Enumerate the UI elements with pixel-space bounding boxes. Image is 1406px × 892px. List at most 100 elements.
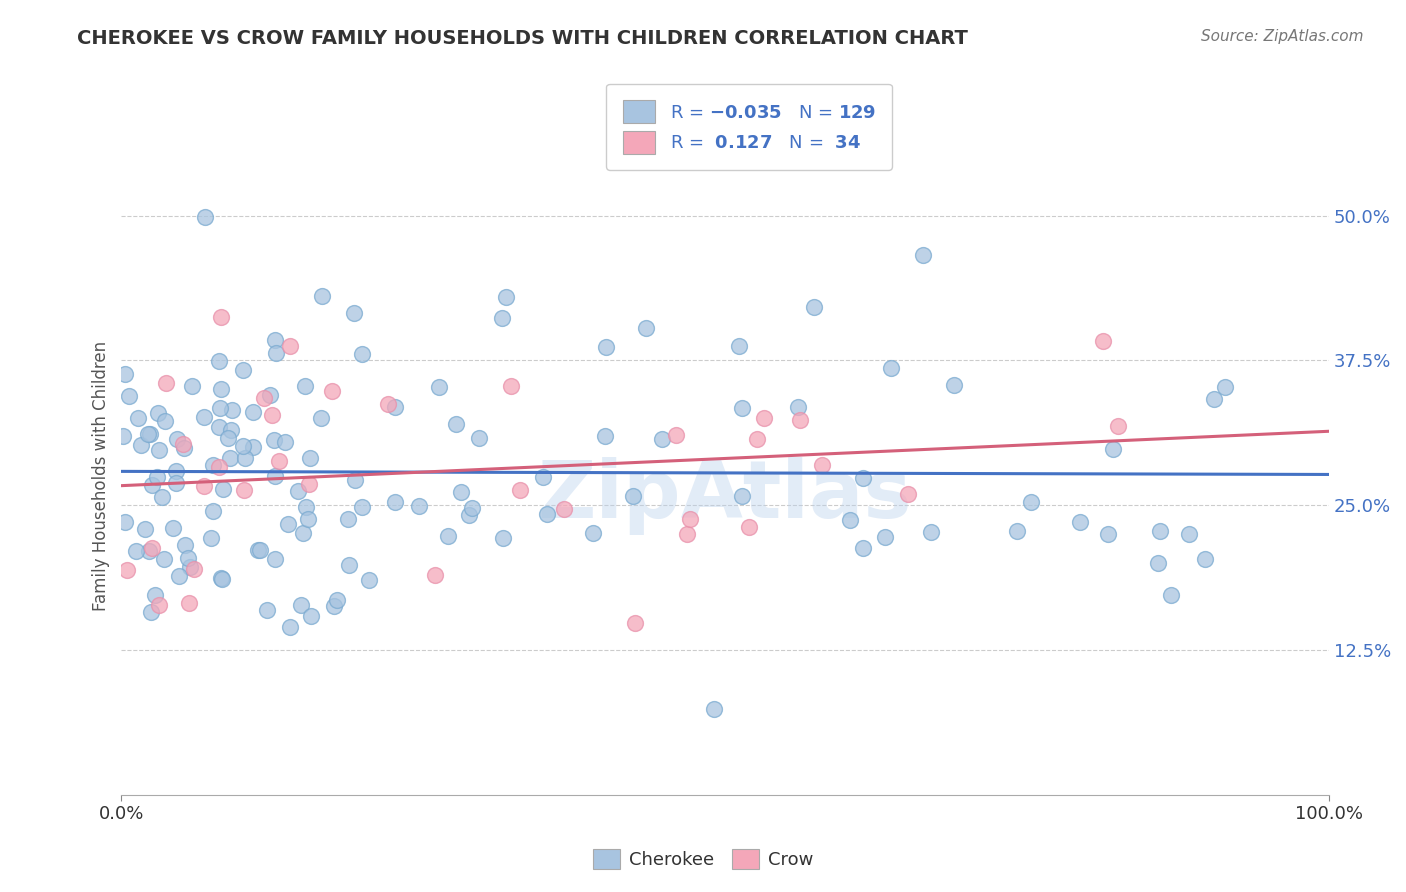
Point — [232, 439, 254, 453]
Point — [263, 433, 285, 447]
Point — [789, 413, 811, 427]
Point — [177, 550, 200, 565]
Point — [291, 525, 314, 540]
Point — [150, 491, 173, 505]
Point — [1213, 380, 1236, 394]
Point — [1107, 419, 1129, 434]
Point — [839, 513, 862, 527]
Point — [136, 426, 159, 441]
Legend: Cherokee, Crow: Cherokee, Crow — [583, 839, 823, 879]
Point — [495, 290, 517, 304]
Point — [350, 347, 373, 361]
Point — [377, 397, 399, 411]
Point — [920, 525, 942, 540]
Point — [326, 592, 349, 607]
Point — [259, 387, 281, 401]
Point — [209, 310, 232, 324]
Point — [634, 321, 657, 335]
Point — [491, 311, 513, 326]
Point — [803, 300, 825, 314]
Point — [277, 516, 299, 531]
Point — [152, 552, 174, 566]
Point — [201, 458, 224, 473]
Point — [153, 414, 176, 428]
Point — [879, 361, 901, 376]
Point — [138, 544, 160, 558]
Point — [212, 482, 235, 496]
Point — [297, 512, 319, 526]
Point — [943, 378, 966, 392]
Point — [264, 551, 287, 566]
Point — [337, 512, 360, 526]
Point — [274, 434, 297, 449]
Point — [129, 438, 152, 452]
Point — [201, 504, 224, 518]
Point — [165, 465, 187, 479]
Point — [357, 573, 380, 587]
Point — [536, 507, 558, 521]
Point — [208, 419, 231, 434]
Point — [148, 599, 170, 613]
Point — [173, 441, 195, 455]
Point — [1202, 392, 1225, 407]
Point — [155, 376, 177, 390]
Point — [246, 542, 269, 557]
Point — [148, 443, 170, 458]
Point — [141, 541, 163, 555]
Point — [299, 451, 322, 466]
Point — [553, 502, 575, 516]
Point — [875, 530, 897, 544]
Point — [193, 410, 215, 425]
Point — [593, 429, 616, 443]
Point — [111, 429, 134, 443]
Point — [531, 470, 554, 484]
Point — [427, 380, 450, 394]
Point — [114, 368, 136, 382]
Point — [676, 526, 699, 541]
Point — [295, 500, 318, 515]
Point — [219, 424, 242, 438]
Point — [621, 489, 644, 503]
Point — [167, 569, 190, 583]
Point — [665, 428, 688, 442]
Point — [384, 400, 406, 414]
Point — [143, 588, 166, 602]
Point — [242, 441, 264, 455]
Point — [1149, 524, 1171, 538]
Point — [264, 346, 287, 360]
Point — [731, 489, 754, 503]
Point — [208, 354, 231, 368]
Point — [262, 408, 284, 422]
Point — [125, 543, 148, 558]
Point — [162, 521, 184, 535]
Point — [509, 483, 531, 498]
Point — [221, 403, 243, 417]
Point — [321, 384, 343, 398]
Point — [294, 379, 316, 393]
Point — [299, 609, 322, 624]
Point — [233, 450, 256, 465]
Point — [118, 389, 141, 403]
Point — [352, 500, 374, 515]
Point — [322, 599, 344, 614]
Point — [134, 522, 156, 536]
Point — [501, 378, 523, 392]
Point — [581, 526, 603, 541]
Point — [242, 405, 264, 419]
Point — [311, 289, 333, 303]
Point — [165, 475, 187, 490]
Point — [461, 500, 484, 515]
Point — [343, 473, 366, 487]
Point — [208, 460, 231, 475]
Point — [263, 468, 285, 483]
Point — [249, 542, 271, 557]
Point — [738, 519, 761, 533]
Point — [1005, 524, 1028, 538]
Point — [264, 333, 287, 347]
Point — [1160, 587, 1182, 601]
Point — [148, 406, 170, 420]
Point — [852, 471, 875, 485]
Y-axis label: Family Households with Children: Family Households with Children — [93, 342, 110, 611]
Point — [115, 564, 138, 578]
Point — [339, 558, 361, 573]
